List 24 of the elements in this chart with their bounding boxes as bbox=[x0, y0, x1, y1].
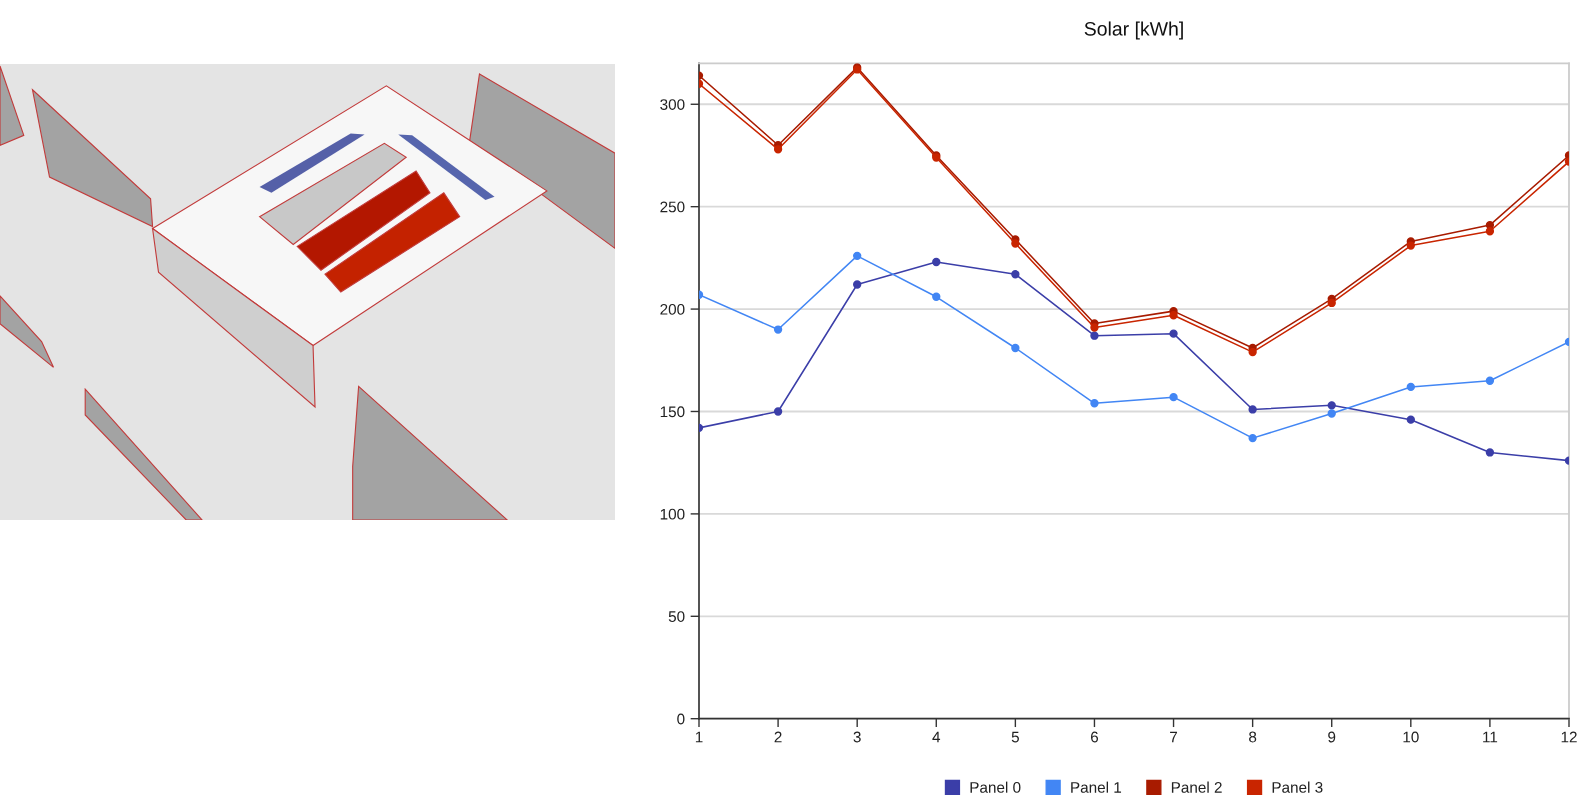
y-tick-label: 0 bbox=[677, 713, 685, 725]
y-tick-label: 200 bbox=[660, 303, 685, 315]
legend-label: Panel 2 bbox=[1171, 781, 1222, 793]
y-tick-label: 50 bbox=[668, 611, 685, 622]
y-tick-label: 300 bbox=[660, 99, 685, 110]
y-tick-label: 250 bbox=[660, 201, 685, 213]
x-tick-label: 2 bbox=[774, 731, 782, 743]
x-tick-label: 1 bbox=[695, 731, 703, 743]
x-tick-label: 6 bbox=[1090, 731, 1099, 743]
y-tick-label: 150 bbox=[660, 406, 685, 418]
x-tick-label: 11 bbox=[1483, 731, 1498, 743]
legend-label: Panel 3 bbox=[1272, 781, 1323, 793]
x-tick-label: 4 bbox=[932, 731, 941, 743]
x-tick-label: 3 bbox=[853, 731, 861, 743]
y-tick-label: 100 bbox=[660, 508, 685, 520]
x-tick-label: 7 bbox=[1170, 731, 1178, 743]
x-tick-label: 12 bbox=[1561, 731, 1577, 743]
legend-label: Panel 1 bbox=[1071, 781, 1122, 793]
chart-title: Solar [kWh] bbox=[1084, 21, 1183, 40]
x-tick-label: 8 bbox=[1249, 731, 1257, 743]
legend-label: Panel 0 bbox=[970, 781, 1021, 793]
x-tick-label: 5 bbox=[1011, 731, 1019, 743]
x-tick-label: 10 bbox=[1403, 731, 1419, 743]
x-tick-label: 9 bbox=[1328, 731, 1336, 743]
